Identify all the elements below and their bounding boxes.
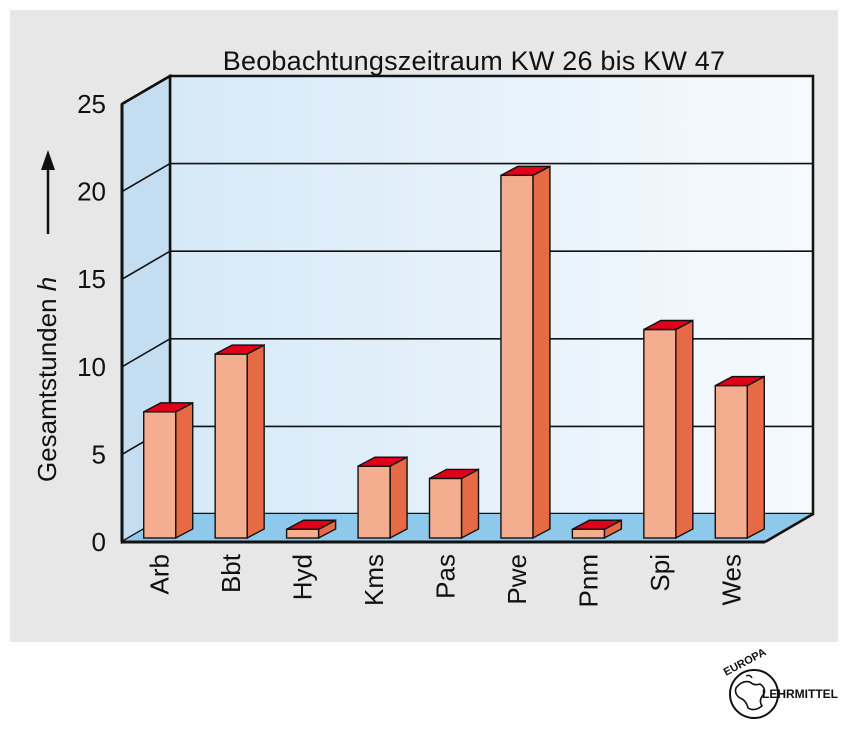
bar-side: [389, 456, 408, 540]
chart-area: 0 5 10 15 20 25 Arb Bbt Hyd Kms Pas Pwe Pnm Spi Wes G…: [32, 73, 815, 607]
bar-top: [357, 456, 408, 467]
bar-top: [500, 165, 551, 177]
x-tick-label: Pnm: [573, 554, 603, 607]
bar-front: [571, 528, 606, 539]
x-tick-label: Pwe: [502, 554, 532, 605]
bar-front: [428, 477, 463, 539]
y-axis-label: Gesamtstunden h: [32, 277, 62, 482]
bar: [143, 401, 194, 540]
x-tick-label: Kms: [359, 554, 389, 606]
bar-side: [675, 319, 694, 540]
bar-top: [572, 519, 622, 530]
bar: [643, 319, 694, 540]
bar-front: [143, 411, 177, 539]
x-tick-label: Wes: [716, 554, 746, 606]
bar-front: [214, 353, 248, 539]
y-tick-label: 5: [92, 439, 106, 469]
bar-top: [643, 319, 694, 331]
europa-lehrmittel-logo: EUROPA LEHRMITTEL: [722, 648, 838, 719]
x-tick-label: Bbt: [216, 553, 246, 593]
logo-text-lehrmittel: LEHRMITTEL: [762, 687, 838, 701]
bar-side: [746, 375, 765, 540]
gridline-side: [121, 338, 171, 368]
bar-side: [460, 468, 480, 540]
y-tick-label: 20: [77, 177, 106, 207]
bar-top: [214, 344, 265, 355]
x-tick-label: Hyd: [288, 554, 318, 600]
y-tick-label: 0: [92, 527, 106, 557]
y-axis-arrowhead: [41, 150, 55, 170]
top-edge: [121, 74, 171, 106]
bar: [500, 165, 551, 540]
bar-side: [246, 343, 265, 540]
y-tick-label: 15: [77, 264, 106, 294]
bar: [714, 375, 765, 540]
bar: [357, 456, 408, 540]
bar: [214, 343, 265, 540]
bar-top: [286, 519, 336, 530]
bar-front: [285, 528, 320, 539]
bar: [285, 519, 337, 540]
floor-edge: [764, 512, 814, 544]
back-wall: [168, 74, 815, 516]
bar-top: [143, 402, 194, 413]
bar-front: [357, 465, 391, 539]
gridline-side: [121, 162, 171, 193]
bar-top: [714, 375, 765, 387]
chart-panel: Beobachtungszeitraum KW 26 bis KW 47 0 5 1…: [10, 10, 838, 642]
bar-front: [643, 328, 677, 539]
y-tick-label: 25: [77, 89, 106, 119]
bar-front: [500, 174, 534, 539]
gridline-side: [121, 250, 171, 280]
y-tick-label: 10: [77, 352, 106, 382]
x-tick-label: Arb: [145, 554, 175, 594]
bar-side: [175, 401, 194, 540]
bar-side: [532, 165, 551, 540]
x-tick-label: Spi: [645, 554, 675, 592]
x-tick-label: Pas: [431, 554, 461, 599]
bar: [428, 468, 480, 540]
bar: [571, 519, 623, 540]
bar-top: [429, 468, 479, 480]
chart-title: Beobachtungszeitraum KW 26 bis KW 47: [222, 46, 726, 76]
bar-front: [714, 384, 748, 539]
